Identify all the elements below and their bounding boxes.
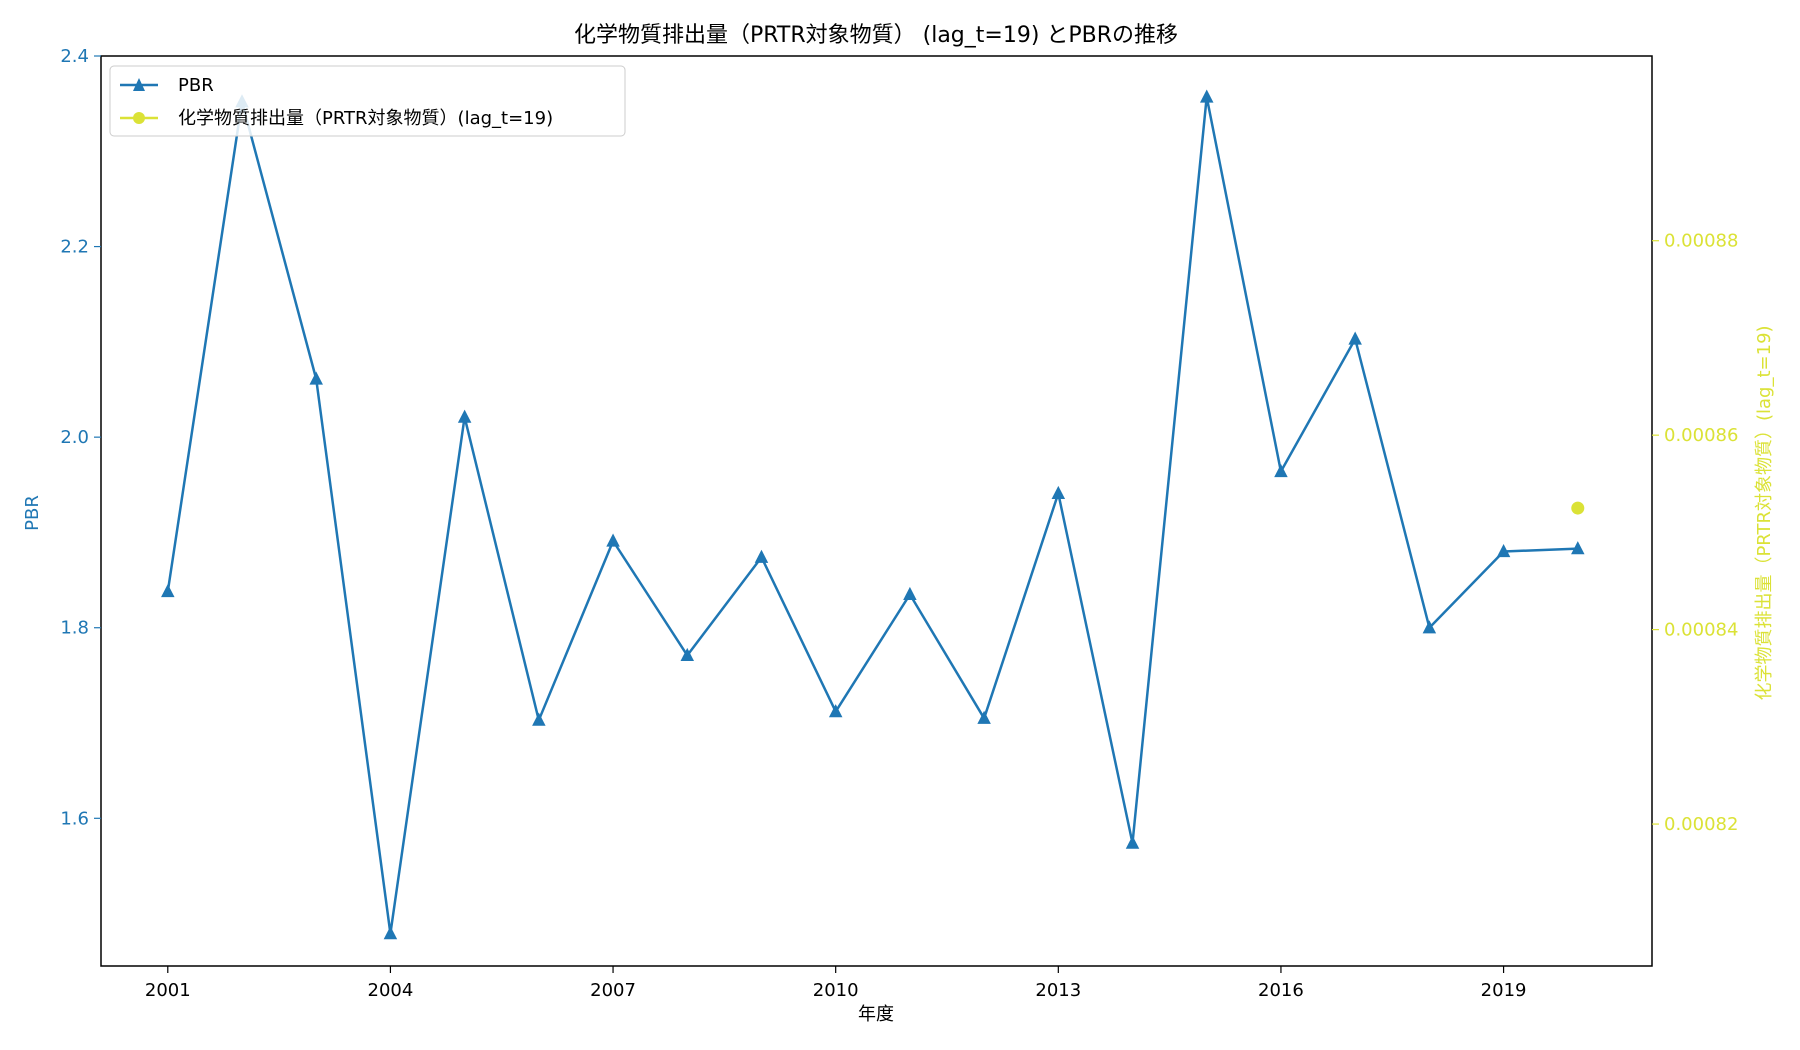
x-tick-label: 2007 xyxy=(590,980,636,1001)
legend-chem-label: 化学物質排出量（PRTR対象物質）(lag_t=19) xyxy=(178,108,553,129)
data-point-pbr xyxy=(903,586,917,601)
data-point-pbr xyxy=(1125,835,1140,849)
legend-box xyxy=(109,65,626,137)
legend-pbr-marker xyxy=(133,78,145,91)
y-axis-left-label: PBR xyxy=(22,495,43,531)
x-tick-label: 2010 xyxy=(813,980,859,1001)
x-axis-label: 年度 xyxy=(858,1004,894,1025)
legend: PBR 化学物質排出量（PRTR対象物質）(lag_t=19) xyxy=(109,65,626,137)
y-axis-right-label: 化学物質排出量（PRTR対象物質）(lag_t=19) xyxy=(1754,325,1775,700)
x-tick-label: 2016 xyxy=(1258,980,1304,1001)
y-axis-right: 0.00082 0.00084 0.00086 0.00088 xyxy=(1652,231,1738,835)
y-right-tick-label: 0.00088 xyxy=(1664,231,1738,252)
data-point-pbr xyxy=(161,584,175,598)
y-left-tick-label: 2.4 xyxy=(60,46,89,67)
data-point-pbr xyxy=(1422,620,1437,634)
data-point-pbr xyxy=(680,647,695,661)
y-left-tick-label: 1.6 xyxy=(60,808,89,829)
data-point-pbr xyxy=(1571,541,1585,555)
data-point-pbr xyxy=(1051,485,1066,499)
legend-pbr-label: PBR xyxy=(178,75,214,96)
y-right-tick-label: 0.00082 xyxy=(1664,814,1738,835)
plot-frame xyxy=(100,55,1653,967)
y-right-tick-label: 0.00086 xyxy=(1664,425,1738,446)
data-point-pbr xyxy=(754,549,769,563)
y-left-tick-label: 1.8 xyxy=(60,618,89,639)
y-left-tick-label: 2.2 xyxy=(60,237,89,258)
data-point-pbr xyxy=(532,712,546,726)
legend-chem-marker xyxy=(133,112,145,124)
x-tick-label: 2004 xyxy=(368,980,414,1001)
data-point-pbr xyxy=(383,926,398,940)
y-right-tick-label: 0.00084 xyxy=(1664,620,1738,641)
series-layer xyxy=(161,89,1585,940)
data-point-pbr xyxy=(606,533,620,547)
data-point-pbr xyxy=(828,704,843,718)
y-left-tick-label: 2.0 xyxy=(60,427,89,448)
data-point-pbr xyxy=(977,710,991,724)
x-tick-label: 2001 xyxy=(145,980,191,1001)
series-line-pbr xyxy=(166,95,1578,935)
data-point-pbr xyxy=(1274,463,1288,478)
data-point-pbr xyxy=(1199,89,1214,103)
data-point-pbr xyxy=(1348,331,1362,345)
chart-title: 化学物質排出量（PRTR対象物質） (lag_t=19) とPBRの推移 xyxy=(574,23,1178,48)
plot-area-border xyxy=(100,55,1653,967)
x-tick-label: 2013 xyxy=(1035,980,1081,1001)
x-tick-label: 2019 xyxy=(1481,980,1527,1001)
data-point-pbr xyxy=(1496,543,1511,558)
data-point-pbr xyxy=(457,409,472,423)
y-axis-left: 1.6 1.8 2.0 2.2 2.4 xyxy=(60,46,101,829)
data-point-pbr xyxy=(309,371,323,385)
x-axis: 2001 2004 2007 2010 2013 2016 2019 xyxy=(145,966,1527,1001)
data-point-chemical-emissions xyxy=(1571,501,1585,515)
